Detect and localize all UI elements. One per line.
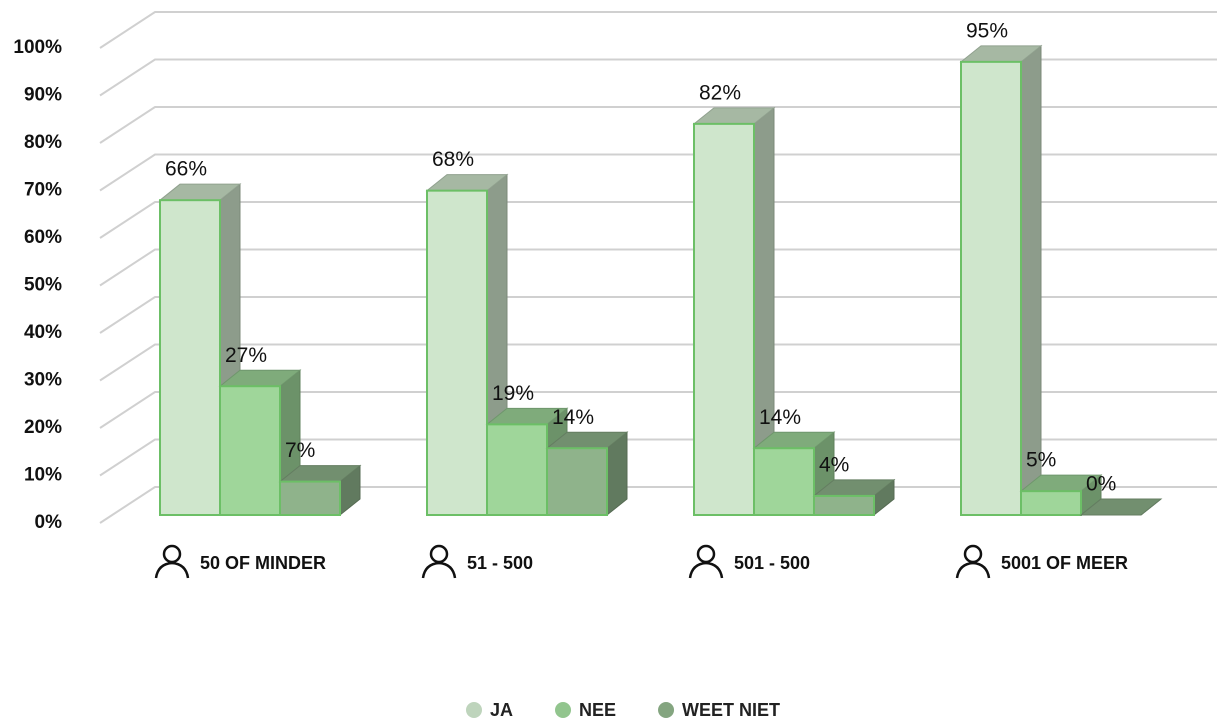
bar	[693, 122, 755, 517]
legend-marker	[658, 702, 675, 718]
legend-label: WEET NIET	[682, 700, 780, 720]
grid-line	[99, 106, 1217, 144]
bar	[546, 447, 608, 516]
y-tick-label: 90%	[24, 85, 62, 106]
data-label: 27%	[225, 344, 267, 367]
data-label: 0%	[1086, 473, 1116, 496]
legend-label: NEE	[579, 700, 616, 720]
grid-line	[99, 58, 1217, 97]
data-label: 14%	[552, 406, 594, 429]
grid-line	[99, 201, 1217, 239]
bar	[426, 189, 488, 516]
y-tick-label: 0%	[35, 512, 63, 533]
person-icon	[955, 561, 991, 579]
data-label: 95%	[966, 19, 1008, 42]
y-tick-label: 70%	[24, 180, 62, 201]
person-icon	[154, 561, 190, 579]
bar	[960, 60, 1022, 516]
data-label: 14%	[759, 406, 801, 429]
legend-marker	[555, 702, 572, 718]
y-tick-label: 40%	[24, 322, 62, 343]
y-tick-label: 60%	[24, 227, 62, 248]
bar	[159, 199, 221, 516]
y-tick-label: 100%	[13, 37, 62, 58]
bar	[219, 385, 281, 516]
bar	[279, 480, 341, 516]
y-tick-label: 30%	[24, 370, 62, 391]
bar	[753, 447, 815, 516]
legend-marker	[466, 702, 482, 718]
bar-top	[1079, 498, 1163, 516]
x-tick-label: 51 - 500	[467, 553, 533, 573]
y-tick-label: 20%	[24, 417, 62, 438]
data-label: 7%	[285, 439, 315, 462]
grid-line	[99, 343, 1217, 382]
y-tick-label: 50%	[24, 275, 62, 296]
data-label: 82%	[699, 81, 741, 104]
data-label: 68%	[432, 148, 474, 171]
x-tick-label: 501 - 500	[734, 553, 810, 573]
person-icon	[963, 544, 983, 564]
data-label: 4%	[819, 453, 849, 476]
bar	[1020, 490, 1082, 516]
person-icon	[429, 544, 449, 564]
legend-label: JA	[490, 700, 513, 720]
grid-line	[99, 391, 1217, 429]
bar-side	[1020, 44, 1042, 517]
grid-line	[99, 296, 1217, 334]
person-icon	[688, 561, 724, 579]
y-tick-label: 80%	[24, 132, 62, 153]
grid-line	[99, 11, 1217, 49]
bar	[813, 494, 875, 517]
data-label: 5%	[1026, 449, 1056, 472]
bar	[486, 423, 548, 516]
x-tick-label: 5001 OF MEER	[1001, 553, 1128, 573]
grid-line	[99, 248, 1217, 287]
person-icon	[421, 561, 457, 579]
y-tick-label: 10%	[24, 465, 62, 486]
data-label: 19%	[492, 382, 534, 405]
x-tick-label: 50 OF MINDER	[200, 553, 326, 573]
person-icon	[696, 544, 716, 564]
person-icon	[162, 544, 182, 564]
grid-line	[99, 153, 1217, 192]
grid-line	[99, 438, 1217, 477]
data-label: 66%	[165, 158, 207, 181]
